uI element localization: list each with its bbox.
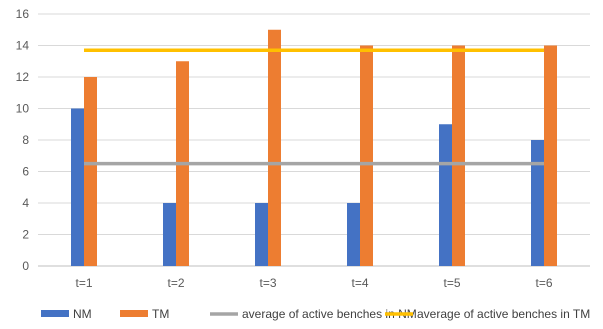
legend: NM TM average of active benches in NM avera… bbox=[41, 307, 590, 321]
legend-swatch-1 bbox=[120, 310, 148, 317]
bar-NM-t=2 bbox=[163, 203, 176, 266]
y-axis-tick-labels: 0 2 4 6 8 10 12 14 16 bbox=[16, 7, 30, 273]
legend-label-2: average of active benches in NM bbox=[242, 307, 417, 321]
x-tick-label-t=4: t=4 bbox=[351, 276, 368, 290]
y-tick-label-8: 8 bbox=[22, 133, 29, 147]
x-tick-label-t=5: t=5 bbox=[443, 276, 460, 290]
bar-NM-t=6 bbox=[531, 140, 544, 266]
bar-NM-t=5 bbox=[439, 124, 452, 266]
legend-label-0: NM bbox=[73, 307, 92, 321]
bar-TM-t=3 bbox=[268, 29, 281, 266]
y-tick-label-0: 0 bbox=[22, 259, 29, 273]
y-tick-label-10: 10 bbox=[16, 102, 30, 116]
bar-TM-t=6 bbox=[544, 45, 557, 266]
gridlines bbox=[38, 13, 590, 267]
legend-swatch-0 bbox=[41, 310, 69, 317]
y-tick-label-4: 4 bbox=[22, 196, 29, 210]
y-tick-label-6: 6 bbox=[22, 165, 29, 179]
reference-lines bbox=[84, 48, 544, 166]
y-tick-label-16: 16 bbox=[16, 7, 30, 21]
bar-TM-t=1 bbox=[84, 77, 97, 266]
legend-label-3: average of active benches in TM bbox=[417, 307, 590, 321]
bars bbox=[71, 29, 557, 266]
y-tick-label-2: 2 bbox=[22, 228, 29, 242]
bar-NM-t=1 bbox=[71, 108, 84, 266]
bar-TM-t=5 bbox=[452, 45, 465, 266]
bar-NM-t=3 bbox=[255, 203, 268, 266]
y-tick-label-12: 12 bbox=[16, 70, 30, 84]
bar-TM-t=4 bbox=[360, 45, 373, 266]
x-tick-label-t=3: t=3 bbox=[259, 276, 276, 290]
x-tick-label-t=6: t=6 bbox=[535, 276, 552, 290]
x-axis-tick-labels: t=1 t=2 t=3 t=4 t=5 t=6 bbox=[75, 276, 552, 290]
y-tick-label-14: 14 bbox=[16, 39, 30, 53]
x-tick-label-t=1: t=1 bbox=[75, 276, 92, 290]
legend-label-1: TM bbox=[152, 307, 169, 321]
x-tick-label-t=2: t=2 bbox=[167, 276, 184, 290]
bar-NM-t=4 bbox=[347, 203, 360, 266]
